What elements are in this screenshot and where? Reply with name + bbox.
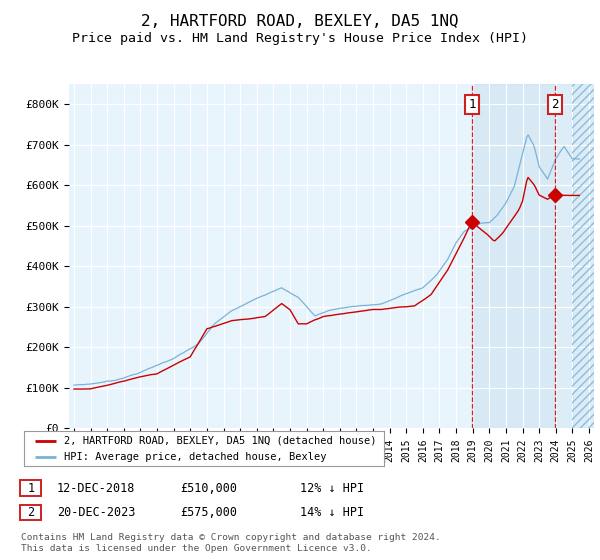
Bar [572, 84, 600, 428]
Text: £510,000: £510,000 [180, 482, 237, 495]
Text: 2: 2 [28, 506, 34, 519]
Text: 20-DEC-2023: 20-DEC-2023 [57, 506, 136, 519]
Text: HPI: Average price, detached house, Bexley: HPI: Average price, detached house, Bexl… [64, 451, 326, 461]
Bar [572, 84, 600, 428]
Text: 1: 1 [468, 98, 476, 111]
Text: 2: 2 [551, 98, 559, 111]
Text: 12-DEC-2018: 12-DEC-2018 [57, 482, 136, 495]
Bar [555, 84, 572, 428]
Text: 2, HARTFORD ROAD, BEXLEY, DA5 1NQ (detached house): 2, HARTFORD ROAD, BEXLEY, DA5 1NQ (detac… [64, 436, 376, 446]
Text: Price paid vs. HM Land Registry's House Price Index (HPI): Price paid vs. HM Land Registry's House … [72, 32, 528, 45]
Text: Contains HM Land Registry data © Crown copyright and database right 2024.
This d: Contains HM Land Registry data © Crown c… [21, 533, 441, 553]
Text: 2, HARTFORD ROAD, BEXLEY, DA5 1NQ: 2, HARTFORD ROAD, BEXLEY, DA5 1NQ [141, 14, 459, 29]
Text: 1: 1 [28, 482, 34, 495]
Text: 12% ↓ HPI: 12% ↓ HPI [300, 482, 364, 495]
Text: 14% ↓ HPI: 14% ↓ HPI [300, 506, 364, 519]
Text: £575,000: £575,000 [180, 506, 237, 519]
Bar [472, 84, 555, 428]
